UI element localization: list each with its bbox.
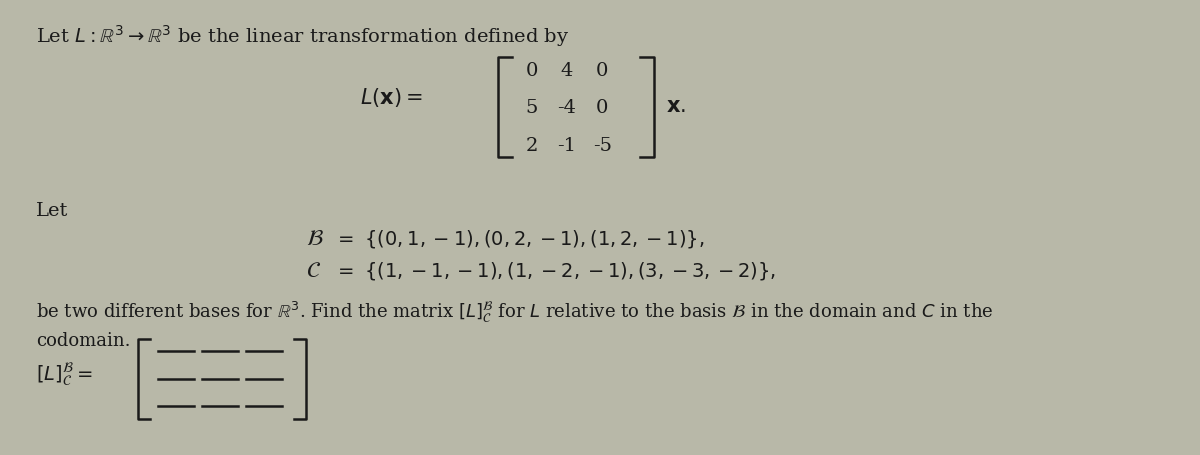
Text: codomain.: codomain. [36,332,131,350]
Text: $[L]^{\mathcal{B}}_{\mathcal{C}} =$: $[L]^{\mathcal{B}}_{\mathcal{C}} =$ [36,362,92,389]
Text: 0: 0 [596,61,608,80]
Text: -5: -5 [593,136,612,155]
Text: 5: 5 [526,99,538,117]
Text: $\mathcal{B}$: $\mathcal{B}$ [306,228,324,250]
Text: 2: 2 [526,136,538,155]
Text: 4: 4 [560,61,572,80]
Text: 0: 0 [526,61,538,80]
Text: Let $L:\mathbb{R}^3 \rightarrow \mathbb{R}^3$ be the linear transformation defin: Let $L:\mathbb{R}^3 \rightarrow \mathbb{… [36,23,569,49]
Text: $\mathcal{C}$: $\mathcal{C}$ [306,260,322,282]
Text: $L(\mathbf{x}) =$: $L(\mathbf{x}) =$ [360,86,422,109]
Text: Let: Let [36,202,68,221]
Text: $= \ \{(0,1,-1),(0,2,-1),(1,2,-1)\},$: $= \ \{(0,1,-1),(0,2,-1),(1,2,-1)\},$ [334,228,704,250]
Text: -4: -4 [557,99,576,117]
Text: $= \ \{(1,-1,-1),(1,-2,-1),(3,-3,-2)\},$: $= \ \{(1,-1,-1),(1,-2,-1),(3,-3,-2)\},$ [334,260,776,282]
Text: $\mathbf{x}.$: $\mathbf{x}.$ [666,97,686,116]
Text: be two different bases for $\mathbb{R}^3$. Find the matrix $[L]^{\mathcal{B}}_{\: be two different bases for $\mathbb{R}^3… [36,300,994,325]
Text: 0: 0 [596,99,608,117]
Text: -1: -1 [557,136,576,155]
